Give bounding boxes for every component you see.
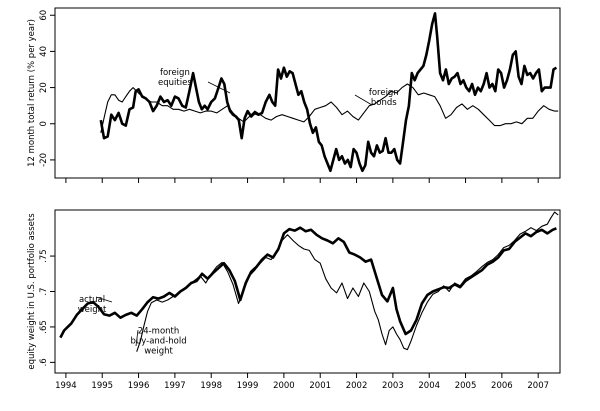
x-tick-label: 1997 [164,381,186,391]
x-tick-label: 2000 [273,381,295,391]
series-line-24-month-buy-and-hold-weight [136,211,559,352]
series-line-foreign-bonds [100,83,559,133]
x-tick-label: 2006 [491,381,513,391]
x-tick-label: 1995 [91,381,113,391]
x-tick-label: 2002 [346,381,368,391]
x-tick-label: 2007 [527,381,549,391]
y-tick-label: 40 [39,46,49,57]
y-tick-label: .7 [39,287,49,295]
annotation-leader [354,94,373,106]
annotation-label: foreign bonds [369,88,399,108]
annotation-label: actual weight [78,295,107,315]
x-tick-label: 2003 [382,381,404,391]
annotation-leader [95,296,113,303]
series-line-actual-weight [59,226,557,339]
y-tick-label: .65 [39,320,49,334]
y-tick-label: 0 [39,121,49,126]
x-tick-label: 2005 [455,381,477,391]
y-tick-label: 60 [39,10,49,21]
annotation-leader [207,81,231,94]
x-tick-label: 1996 [128,381,150,391]
series-line-foreign-equities [99,12,558,173]
x-tick-label: 1998 [200,381,222,391]
y-tick-label: -20 [39,153,49,167]
x-tick-label: 2001 [309,381,331,391]
x-tick-label: 1999 [237,381,259,391]
annotation-label: 24-month buy-and-hold weight [130,326,186,356]
y-tick-label: .6 [39,358,49,366]
x-tick-label: 2004 [418,381,440,391]
plot-frame [54,7,561,179]
plot-frame [54,209,561,374]
y-axis-title: equity weight in U.S. portfolio assets [27,213,37,370]
annotation-label: foreign equities [158,68,192,88]
y-tick-label: .75 [39,249,49,263]
y-tick-label: 20 [39,82,49,93]
y-axis-title: 12 month total return (% per year) [27,19,37,167]
annotation-leader [135,329,139,347]
x-tick-label: 1994 [55,381,77,391]
